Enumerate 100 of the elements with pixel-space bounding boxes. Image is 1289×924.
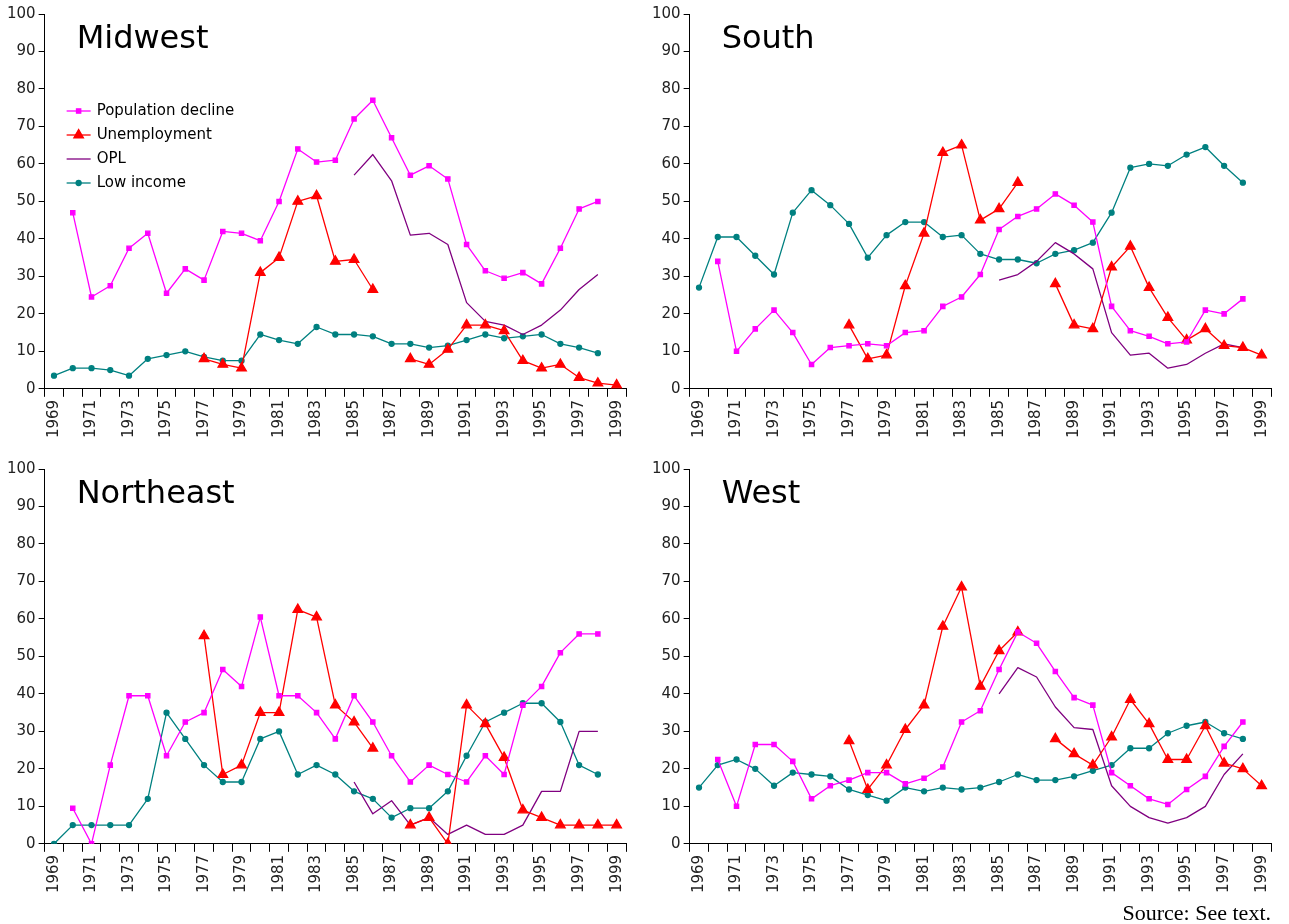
x-tick-label: 1979: [876, 854, 895, 894]
x-tick-label: 1971: [726, 399, 745, 439]
x-tick-label: 1979: [231, 854, 250, 894]
y-tick-label: 90: [661, 496, 681, 515]
chart-title: West: [721, 473, 801, 512]
y-tick-label: 60: [16, 608, 36, 627]
legend-label: Unemployment: [96, 124, 213, 143]
x-tick-label: 1979: [231, 399, 250, 439]
x-tick-label: 1997: [569, 399, 588, 439]
x-tick-label: 1973: [118, 399, 137, 439]
x-tick-label: 1997: [569, 854, 588, 894]
y-tick-label: 0: [671, 378, 681, 397]
x-tick-label: 1971: [726, 854, 745, 894]
x-tick-label: 1981: [913, 854, 932, 894]
x-tick-label: 1995: [531, 854, 550, 894]
y-tick-label: 30: [661, 721, 681, 740]
y-tick-label: 70: [661, 116, 681, 135]
x-tick-label: 1973: [118, 854, 137, 894]
x-tick-label: 1993: [493, 399, 512, 439]
x-tick-label: 1985: [988, 854, 1007, 894]
y-tick-label: 0: [671, 833, 681, 852]
x-tick-label: 1969: [688, 399, 707, 439]
x-tick-label: 1995: [1176, 399, 1195, 439]
legend-label: Low income: [96, 172, 186, 191]
x-tick-label: 1989: [1063, 399, 1082, 439]
y-tick-label: 10: [661, 341, 681, 360]
x-tick-label: 1971: [81, 399, 100, 439]
x-tick-label: 1975: [801, 399, 820, 439]
y-tick-label: 90: [16, 496, 36, 515]
x-tick-label: 1995: [531, 399, 550, 439]
y-tick-label: 20: [16, 758, 36, 777]
y-tick-label: 20: [16, 303, 36, 322]
y-tick-label: 0: [26, 833, 36, 852]
x-tick-label: 1977: [838, 399, 857, 439]
x-tick-label: 1997: [1214, 854, 1233, 894]
y-tick-label: 80: [16, 78, 36, 97]
x-tick-label: 1997: [1214, 399, 1233, 439]
y-tick-label: 40: [661, 228, 681, 247]
x-tick-label: 1991: [1101, 399, 1120, 439]
x-tick-label: 1983: [951, 399, 970, 439]
y-tick-label: 20: [661, 303, 681, 322]
x-tick-label: 1993: [493, 854, 512, 894]
y-tick-label: 50: [661, 191, 681, 210]
x-tick-label: 1991: [1101, 854, 1120, 894]
x-tick-label: 1999: [1251, 399, 1270, 439]
x-tick-label: 1975: [156, 399, 175, 439]
y-tick-label: 30: [661, 266, 681, 285]
x-tick-label: 1971: [81, 854, 100, 894]
y-tick-label: 100: [651, 3, 681, 22]
x-tick-label: 1975: [801, 854, 820, 894]
x-tick-label: 1983: [951, 854, 970, 894]
y-tick-label: 30: [16, 266, 36, 285]
y-tick-label: 90: [661, 41, 681, 60]
x-tick-label: 1989: [418, 854, 437, 894]
x-tick-label: 1979: [876, 399, 895, 439]
x-tick-label: 1993: [1138, 854, 1157, 894]
y-tick-label: 60: [661, 153, 681, 172]
y-tick-label: 100: [6, 458, 36, 477]
y-tick-label: 100: [6, 3, 36, 22]
x-tick-label: 1987: [1026, 854, 1045, 894]
y-tick-label: 100: [651, 458, 681, 477]
chart-title: South: [721, 18, 815, 57]
y-tick-label: 30: [16, 721, 36, 740]
y-tick-label: 50: [661, 646, 681, 665]
y-tick-label: 50: [16, 646, 36, 665]
y-tick-label: 10: [16, 796, 36, 815]
y-tick-label: 60: [661, 608, 681, 627]
x-tick-label: 1993: [1138, 399, 1157, 439]
x-tick-label: 1981: [268, 854, 287, 894]
y-tick-label: 40: [16, 683, 36, 702]
y-tick-label: 40: [661, 683, 681, 702]
x-tick-label: 1977: [838, 854, 857, 894]
x-tick-label: 1985: [343, 399, 362, 439]
y-tick-label: 80: [661, 533, 681, 552]
x-tick-label: 1977: [193, 854, 212, 894]
x-tick-label: 1987: [381, 854, 400, 894]
y-tick-label: 20: [661, 758, 681, 777]
x-tick-label: 1983: [306, 399, 325, 439]
x-tick-label: 1999: [1251, 854, 1270, 894]
chart-title: Northeast: [76, 473, 235, 512]
x-tick-label: 1989: [418, 399, 437, 439]
x-tick-label: 1969: [688, 854, 707, 894]
legend-label: Population decline: [96, 100, 235, 119]
x-tick-label: 1991: [456, 854, 475, 894]
y-tick-label: 70: [16, 571, 36, 590]
legend-label: OPL: [96, 148, 127, 167]
x-tick-label: 1987: [381, 399, 400, 439]
y-tick-label: 50: [16, 191, 36, 210]
chart-title: Midwest: [76, 18, 209, 57]
y-tick-label: 70: [661, 571, 681, 590]
x-tick-label: 1985: [343, 854, 362, 894]
y-tick-label: 80: [16, 533, 36, 552]
x-tick-label: 1975: [156, 854, 175, 894]
y-tick-label: 10: [16, 341, 36, 360]
x-tick-label: 1973: [763, 854, 782, 894]
x-tick-label: 1999: [606, 399, 625, 439]
y-tick-label: 90: [16, 41, 36, 60]
x-tick-label: 1989: [1063, 854, 1082, 894]
y-tick-label: 0: [26, 378, 36, 397]
x-tick-label: 1981: [913, 399, 932, 439]
